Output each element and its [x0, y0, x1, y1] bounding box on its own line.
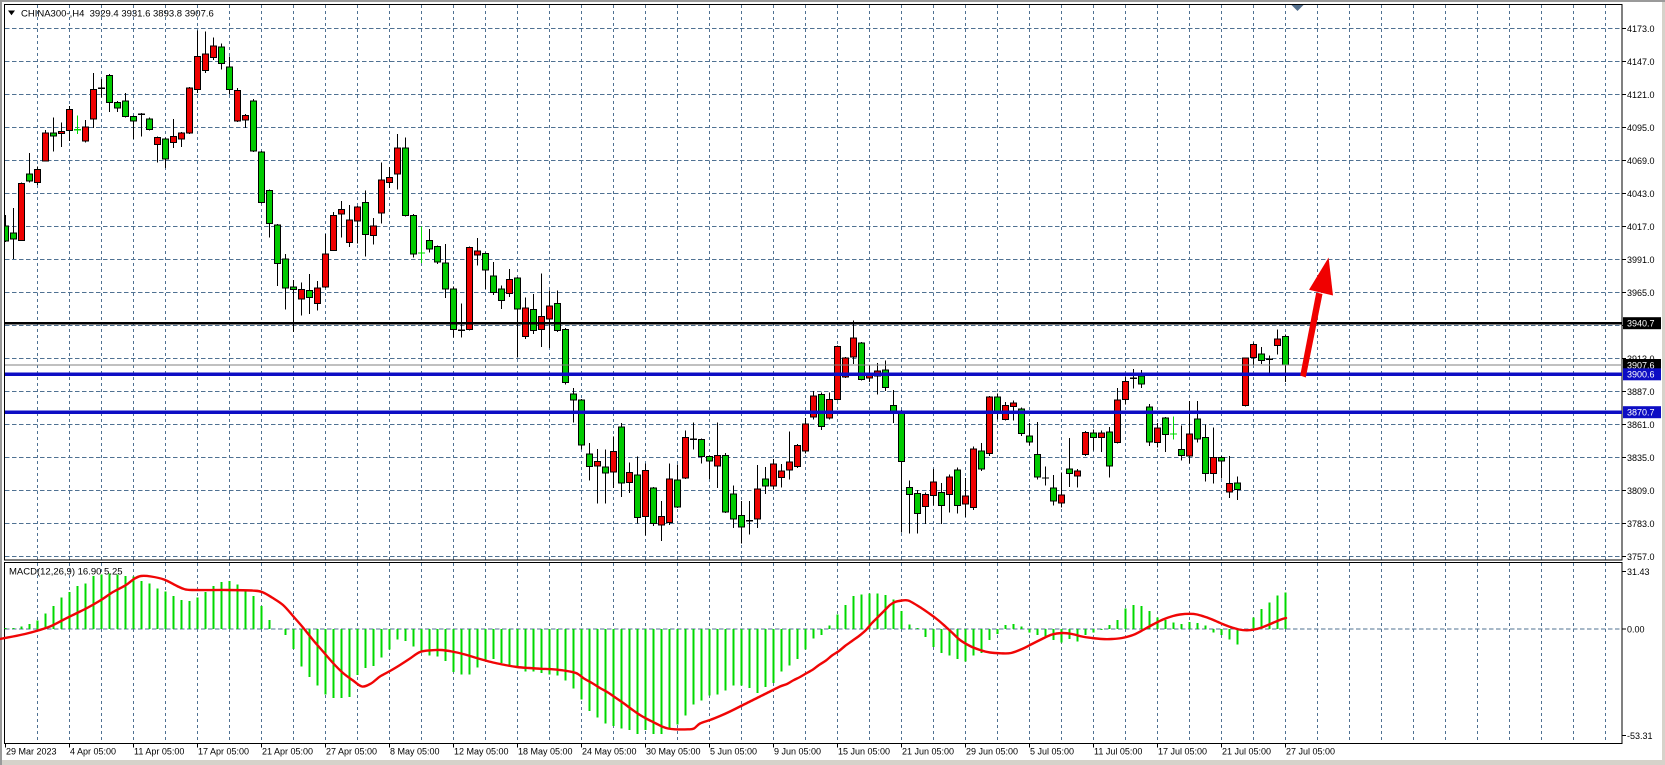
- svg-text:21 Jun 05:00: 21 Jun 05:00: [902, 747, 954, 757]
- svg-text:3870.7: 3870.7: [1627, 408, 1655, 418]
- svg-text:3861.0: 3861.0: [1627, 420, 1655, 430]
- svg-text:3940.7: 3940.7: [1627, 319, 1655, 329]
- svg-text:4095.0: 4095.0: [1627, 123, 1655, 133]
- svg-text:21 Jul 05:00: 21 Jul 05:00: [1222, 747, 1271, 757]
- svg-text:3965.0: 3965.0: [1627, 288, 1655, 298]
- svg-text:15 Jun 05:00: 15 Jun 05:00: [838, 747, 890, 757]
- svg-text:27 Apr 05:00: 27 Apr 05:00: [326, 747, 377, 757]
- svg-text:3913.0: 3913.0: [1627, 354, 1655, 364]
- svg-text:24 May 05:00: 24 May 05:00: [582, 747, 637, 757]
- svg-text:8 May 05:00: 8 May 05:00: [390, 747, 440, 757]
- svg-text:17 Apr 05:00: 17 Apr 05:00: [198, 747, 249, 757]
- svg-text:CHINA300-,H4 3929.4 3931.6 38: CHINA300-,H4 3929.4 3931.6 3893.8 3907.6: [21, 9, 214, 20]
- svg-text:3887.0: 3887.0: [1627, 387, 1655, 397]
- svg-text:3907.6: 3907.6: [1627, 360, 1655, 370]
- svg-text:3991.0: 3991.0: [1627, 255, 1655, 265]
- svg-text:9 Jun 05:00: 9 Jun 05:00: [774, 747, 821, 757]
- svg-text:4017.0: 4017.0: [1627, 222, 1655, 232]
- svg-text:3757.0: 3757.0: [1627, 552, 1655, 562]
- svg-text:3900.6: 3900.6: [1627, 370, 1655, 380]
- svg-text:11 Jul 05:00: 11 Jul 05:00: [1094, 747, 1142, 757]
- svg-text:29 Jun 05:00: 29 Jun 05:00: [966, 747, 1018, 757]
- svg-text:MACD(12,26,9) 16.90 5.25: MACD(12,26,9) 16.90 5.25: [9, 567, 123, 578]
- svg-text:3783.0: 3783.0: [1627, 519, 1655, 529]
- svg-text:17 Jul 05:00: 17 Jul 05:00: [1158, 747, 1207, 757]
- svg-text:27 Jul 05:00: 27 Jul 05:00: [1286, 747, 1335, 757]
- svg-text:4173.0: 4173.0: [1627, 24, 1655, 34]
- svg-text:31.43: 31.43: [1627, 567, 1650, 577]
- svg-text:29 Mar 2023: 29 Mar 2023: [6, 747, 57, 757]
- svg-text:12 May 05:00: 12 May 05:00: [454, 747, 509, 757]
- svg-text:3835.0: 3835.0: [1627, 453, 1655, 463]
- svg-text:5 Jul 05:00: 5 Jul 05:00: [1030, 747, 1074, 757]
- svg-text:4147.0: 4147.0: [1627, 57, 1655, 67]
- svg-text:5 Jun 05:00: 5 Jun 05:00: [710, 747, 757, 757]
- svg-text:4121.0: 4121.0: [1627, 90, 1655, 100]
- svg-text:4069.0: 4069.0: [1627, 156, 1655, 166]
- svg-text:18 May 05:00: 18 May 05:00: [518, 747, 573, 757]
- svg-text:4043.0: 4043.0: [1627, 189, 1655, 199]
- svg-text:3809.0: 3809.0: [1627, 486, 1655, 496]
- svg-text:30 May 05:00: 30 May 05:00: [646, 747, 701, 757]
- svg-text:21 Apr 05:00: 21 Apr 05:00: [262, 747, 313, 757]
- svg-text:4 Apr 05:00: 4 Apr 05:00: [70, 747, 116, 757]
- svg-text:-53.31: -53.31: [1627, 731, 1653, 741]
- svg-text:11 Apr 05:00: 11 Apr 05:00: [134, 747, 184, 757]
- svg-text:0.00: 0.00: [1627, 624, 1645, 634]
